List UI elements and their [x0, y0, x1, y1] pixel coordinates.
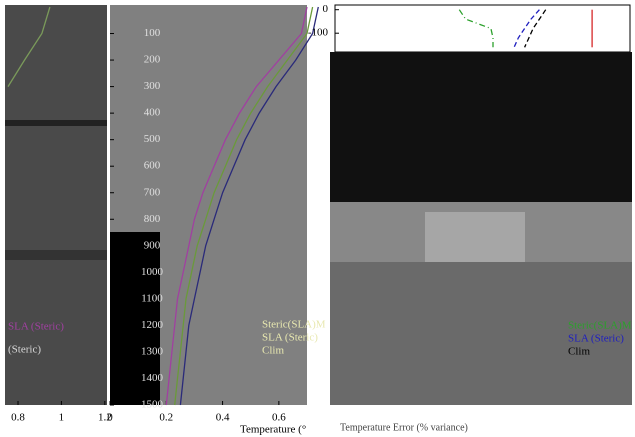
x-axis-label: Temperature Error (% variance) — [340, 422, 468, 433]
legend-entry: Steric(SLA)M — [262, 319, 326, 331]
legend-entry: Clim — [262, 345, 284, 357]
y-tick-label: 1000 — [141, 266, 164, 278]
annotation: (Steric) — [8, 344, 41, 356]
x-tick-label: 0.6 — [272, 412, 286, 424]
right-panel — [330, 262, 632, 405]
x-tick-label: 1 — [59, 412, 65, 424]
legend-entry: SLA (Steric) — [262, 332, 318, 344]
right-panel — [330, 52, 632, 202]
series-line — [7, 6, 51, 87]
x-tick-label: 1.2 — [98, 412, 112, 424]
y-tick-label: 1400 — [141, 372, 164, 384]
glitch-stripe — [5, 250, 107, 260]
y-tick-label: 900 — [144, 239, 161, 251]
legend-entry: Clim — [568, 346, 590, 358]
series-line — [174, 6, 314, 406]
left-panel — [5, 5, 107, 405]
y-tick-label: 100 — [144, 27, 161, 39]
y-tick-label: 700 — [144, 186, 161, 198]
y-tick-label: 1100 — [141, 292, 163, 304]
y-tick-label: 0 — [323, 3, 329, 15]
y-tick-label: 800 — [144, 213, 161, 225]
glitch-block — [110, 232, 160, 405]
y-tick-label: 1500 — [141, 399, 164, 411]
y-tick-label: 200 — [144, 54, 161, 66]
legend-entry: Steric(SLA)M — [568, 320, 632, 332]
x-tick-label: 0.4 — [216, 412, 230, 424]
y-tick-label: 400 — [144, 107, 161, 119]
y-tick-label: 300 — [144, 80, 161, 92]
series-line — [179, 6, 319, 406]
y-tick-label: 500 — [144, 133, 161, 145]
x-axis-label: Temperature (° — [240, 424, 306, 436]
series-line — [524, 9, 547, 48]
legend-entry: SLA (Steric) — [568, 333, 624, 345]
y-tick-label: 1300 — [141, 345, 164, 357]
series-line — [165, 6, 308, 406]
y-tick-label: 1200 — [141, 319, 164, 331]
glitch-block — [330, 202, 632, 262]
x-tick-label: 0 — [107, 412, 113, 424]
glitch-stripe — [5, 120, 107, 126]
series-line — [513, 9, 540, 48]
glitch-block — [425, 212, 525, 262]
y-tick-label: -100 — [308, 27, 329, 39]
right-top-panel — [334, 4, 631, 53]
annotation: SLA (Steric) — [8, 321, 64, 333]
x-tick-label: 0.8 — [11, 412, 25, 424]
x-tick-label: 0.2 — [159, 412, 173, 424]
y-tick-label: 600 — [144, 160, 161, 172]
